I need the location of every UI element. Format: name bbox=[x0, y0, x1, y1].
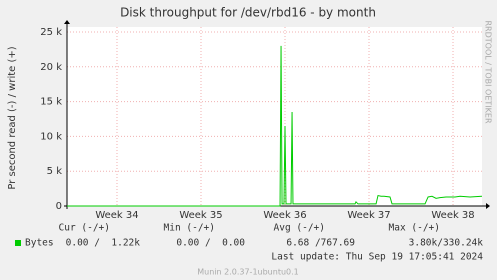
stats-header: Cur (-/+) bbox=[59, 223, 110, 234]
plot-area bbox=[67, 27, 482, 206]
y-axis-arrow bbox=[64, 20, 70, 24]
y-tick-label: 15 k bbox=[40, 97, 62, 108]
last-update: Last update: Thu Sep 19 17:05:41 2024 bbox=[271, 252, 483, 263]
x-tick-label: Week 38 bbox=[431, 210, 474, 221]
data-line bbox=[67, 45, 483, 207]
footer: Munin 2.0.37-1ubuntu0.1 bbox=[197, 268, 299, 277]
stats-header: Min (-/+) bbox=[164, 223, 215, 234]
legend-swatch bbox=[15, 240, 21, 246]
chart-title: Disk throughput for /dev/rbd16 - by mont… bbox=[120, 6, 376, 20]
stats-value: 0.00 / 1.22k bbox=[66, 238, 141, 249]
y-tick-label: 0 bbox=[56, 201, 62, 212]
y-tick-label: 25 k bbox=[40, 27, 62, 38]
stats-header: Max (-/+) bbox=[389, 223, 440, 234]
x-axis-arrow bbox=[486, 203, 490, 209]
stats-value: 3.80k/330.24k bbox=[409, 238, 484, 249]
side-label: RRDTOOL / TOBI OETIKER bbox=[484, 20, 493, 123]
legend-label: Bytes bbox=[25, 238, 54, 249]
stats-header: Avg (-/+) bbox=[274, 223, 325, 234]
y-tick-label: 5 k bbox=[47, 166, 63, 177]
stats-value: 0.00 / 0.00 bbox=[176, 238, 245, 249]
x-tick-label: Week 36 bbox=[263, 210, 306, 221]
x-tick-label: Week 34 bbox=[95, 210, 138, 221]
x-tick-label: Week 35 bbox=[179, 210, 222, 221]
x-tick-label: Week 37 bbox=[347, 210, 390, 221]
y-axis-label: Pr second read (-) / write (+) bbox=[7, 46, 18, 189]
stats-value: 6.68 /767.69 bbox=[286, 238, 355, 249]
y-tick-label: 10 k bbox=[40, 131, 62, 142]
y-tick-label: 20 k bbox=[40, 62, 62, 73]
